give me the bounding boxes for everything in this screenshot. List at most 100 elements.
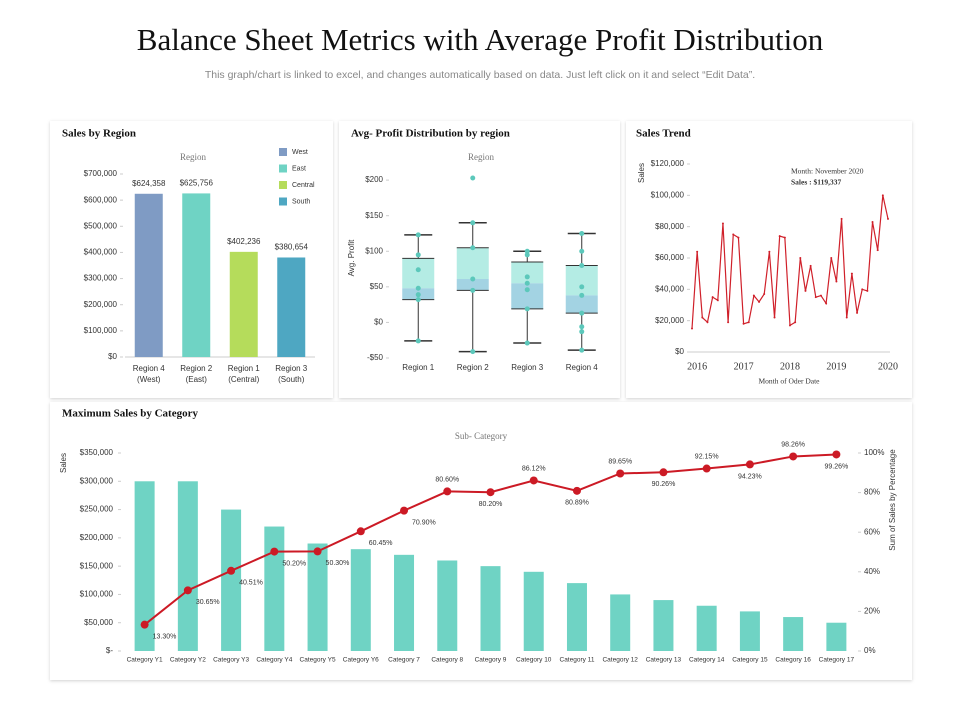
point xyxy=(856,311,859,314)
point xyxy=(524,274,530,280)
point xyxy=(778,235,781,238)
point xyxy=(524,287,530,293)
y-tick-label: $300,000 xyxy=(84,274,118,283)
point xyxy=(763,293,766,296)
bar xyxy=(783,617,804,651)
x-tick-label: Category 9 xyxy=(475,657,507,664)
panel-title: Sales Trend xyxy=(636,128,691,140)
y-tick-label: $600,000 xyxy=(84,195,118,204)
value-label: 94.23% xyxy=(738,473,762,480)
point xyxy=(752,294,755,297)
point xyxy=(579,310,585,316)
x-tick-label: 2020 xyxy=(878,361,898,372)
y-tick-label: $500,000 xyxy=(84,221,118,230)
panel-title: Maximum Sales by Category xyxy=(62,408,198,420)
point xyxy=(415,252,421,258)
x-tick-label: Category Y1 xyxy=(127,657,163,664)
panel-subtitle: Region xyxy=(180,152,206,162)
point xyxy=(732,233,735,236)
bar xyxy=(277,257,306,357)
bar xyxy=(739,611,760,651)
point xyxy=(470,220,476,226)
y-tick-label: $50,000 xyxy=(84,618,113,627)
point xyxy=(832,450,841,459)
y-tick-label: 20% xyxy=(864,607,880,616)
value-label: 30.65% xyxy=(196,599,220,606)
point xyxy=(702,464,711,473)
point xyxy=(579,263,585,268)
point xyxy=(486,488,495,497)
point xyxy=(727,321,730,324)
point xyxy=(830,257,833,259)
y-tick-label: 40% xyxy=(864,567,880,576)
y-tick-label: $700,000 xyxy=(84,169,118,178)
value-label: 89.65% xyxy=(608,458,632,465)
y-tick-label: $50 xyxy=(370,282,384,291)
point xyxy=(579,230,585,236)
value-label: 50.20% xyxy=(282,560,306,567)
box-upper xyxy=(511,261,544,284)
legend-label: Central xyxy=(292,182,315,189)
point xyxy=(579,329,585,335)
point xyxy=(470,276,476,282)
point xyxy=(845,316,848,319)
y-tick-label: $350,000 xyxy=(80,448,114,457)
point xyxy=(861,288,864,291)
point xyxy=(415,267,421,273)
bar xyxy=(480,566,501,651)
y-tick-label: $400,000 xyxy=(84,248,118,257)
x-tick-label: 2017 xyxy=(734,361,754,372)
value-label: 60.45% xyxy=(369,540,393,547)
point xyxy=(470,349,476,355)
point xyxy=(789,452,798,461)
point xyxy=(758,300,761,303)
bar xyxy=(566,583,587,651)
point xyxy=(711,296,714,299)
point xyxy=(579,284,585,290)
point xyxy=(794,321,797,324)
y-tick-label: $300,000 xyxy=(80,476,114,485)
point xyxy=(183,586,192,595)
legend-label: South xyxy=(292,198,310,205)
point xyxy=(524,306,530,312)
y-tick-label: $250,000 xyxy=(80,505,114,514)
y-tick-label: 80% xyxy=(864,488,880,497)
box-upper xyxy=(402,258,435,289)
point xyxy=(701,316,704,319)
y-tick-label: $100,000 xyxy=(651,190,685,199)
x-tick-label: Category 8 xyxy=(431,657,463,664)
annotation: Sales : $119,337 xyxy=(791,178,841,187)
x-tick-label: Region 2 (East) xyxy=(180,364,213,384)
point xyxy=(470,245,476,251)
point xyxy=(825,302,828,305)
x-tick-label: Category Y4 xyxy=(256,657,292,664)
bar xyxy=(264,526,285,651)
panel-subtitle: Sub- Category xyxy=(455,431,508,441)
y-tick-label: $100 xyxy=(365,246,383,255)
value-label: 92.15% xyxy=(695,453,719,460)
bar xyxy=(523,571,544,651)
y-axis-label: Avg. Profit xyxy=(347,239,356,277)
legend-swatch xyxy=(279,181,287,189)
y-tick-label: $150 xyxy=(365,211,383,220)
legend-label: West xyxy=(292,149,308,156)
box-upper xyxy=(565,265,598,296)
value-label: 80.89% xyxy=(565,500,589,507)
y-tick-label: $150,000 xyxy=(80,561,114,570)
value-label: $380,654 xyxy=(275,243,309,252)
point xyxy=(799,257,802,259)
x-tick-label: Category Y2 xyxy=(170,657,206,664)
x-tick-label: Category 7 xyxy=(388,657,420,664)
y-tick-label: $20,000 xyxy=(655,316,684,325)
x-tick-label: Region 2 xyxy=(457,363,490,372)
point xyxy=(737,236,740,239)
point xyxy=(579,292,585,298)
x-tick-label: 2018 xyxy=(780,361,800,372)
bar xyxy=(696,605,717,651)
value-label: $625,756 xyxy=(180,179,214,188)
point xyxy=(783,236,786,239)
x-tick-label: Category Y6 xyxy=(343,657,379,664)
point xyxy=(443,487,452,496)
y-tick-label: $100,000 xyxy=(80,590,114,599)
x-tick-label: Category 12 xyxy=(602,657,638,664)
